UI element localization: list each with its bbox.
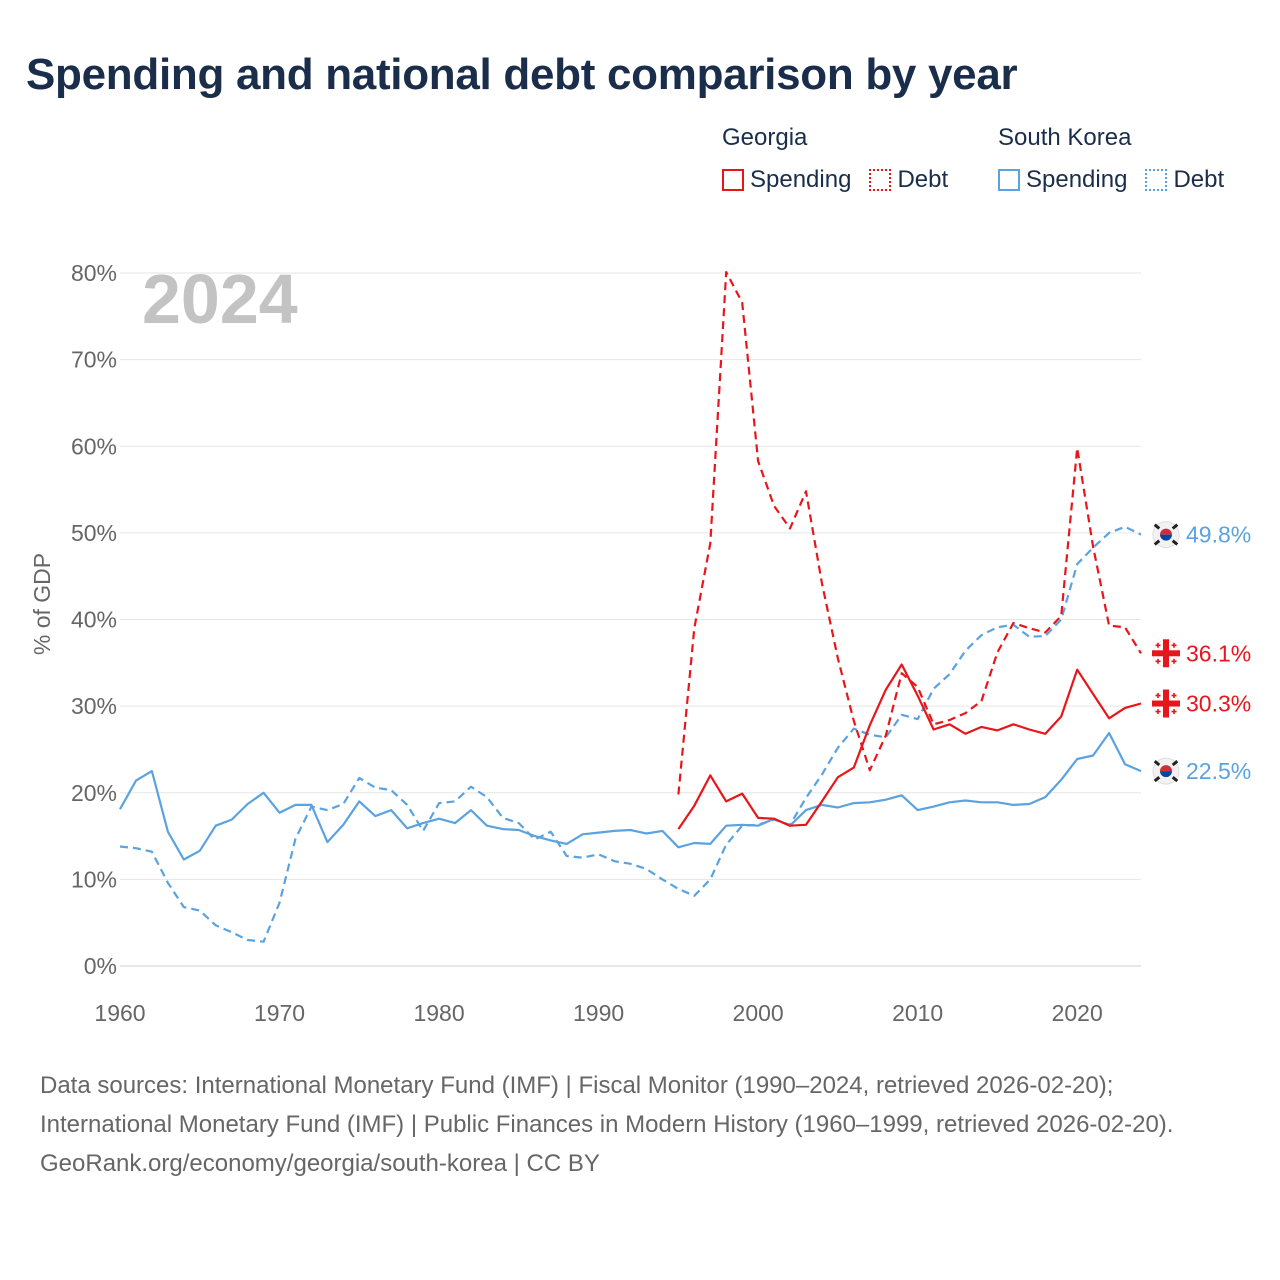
flag-south-korea-trigram [1153,523,1161,530]
flag-south-korea-trigram [1153,760,1161,767]
y-tick-label: 70% [71,347,117,373]
flag-georgia-small-cross [1173,693,1175,699]
y-tick-label: 40% [71,607,117,633]
chart-title: Spending and national debt comparison by… [26,50,1018,99]
end-value-label: 22.5% [1186,758,1251,784]
y-tick-label: 60% [71,433,117,459]
series-line-south-korea-debt [119,525,1142,943]
x-tick-label: 2020 [1052,1000,1103,1026]
flag-south-korea-trigram [1171,760,1179,767]
flag-georgia-small-cross [1173,642,1175,648]
x-tick-label: 2000 [733,1000,784,1026]
legend-swatch-south-korea-spending [998,169,1020,191]
legend-georgia: Georgia Spending Debt [722,124,966,194]
flag-georgia-small-cross [1157,693,1159,699]
legend-georgia-title: Georgia [722,124,808,151]
end-marker-south-korea-spending: 22.5% [1152,757,1251,785]
series-line-south-korea-spending [119,731,1142,861]
flag-georgia-small-cross [1157,709,1159,715]
y-tick-label: 30% [71,693,117,719]
end-labels: 30.3% 36.1% 22.5% 49.8% [1152,521,1251,785]
flag-south-korea-taeguk-top [1160,765,1172,772]
flag-georgia-small-cross [1157,642,1159,648]
line-chart: 0%10%20%30%40%50%60%70%80% 1960 1970 1980 1… [29,260,1251,1026]
end-marker-south-korea-debt: 49.8% [1152,521,1251,549]
legend-south-korea-title: South Korea [998,124,1132,151]
flag-south-korea-trigram [1171,523,1179,530]
y-tick-label: 80% [71,260,117,286]
x-tick-label: 2010 [892,1000,943,1026]
legend-south-korea: South Korea Spending Debt [998,124,1224,194]
y-tick-label: 0% [84,953,117,979]
flag-south-korea-trigram [1153,539,1161,546]
flag-south-korea-taeguk-bottom [1160,534,1172,541]
flag-georgia-small-cross [1173,709,1175,715]
legend-label: Spending [750,166,852,193]
flag-georgia-small-cross [1157,658,1159,664]
flag-south-korea-trigram [1171,776,1179,783]
flag-south-korea-trigram [1153,776,1161,783]
y-tick-labels: 0% 10% 20% 30% 40% 50% 60% 70% 80% [71,260,117,979]
end-marker-georgia-spending: 30.3% [1152,689,1251,718]
legend-south-korea-debt[interactable]: Debt [1145,166,1224,194]
y-tick-label: 10% [71,866,117,892]
grid-lines [120,272,1141,967]
y-axis-label: % of GDP [29,553,55,655]
series-lines [119,271,1142,943]
credit-line: GeoRank.org/economy/georgia/south-korea … [40,1150,600,1177]
series-line-georgia-spending [677,663,1142,830]
x-tick-label: 1980 [413,1000,464,1026]
legend-label: Spending [1026,166,1128,193]
legend-georgia-debt[interactable]: Debt [869,166,948,194]
flag-georgia-cross-h [1152,650,1180,657]
legend-georgia-spending[interactable]: Spending [722,166,851,194]
x-tick-label: 1990 [573,1000,624,1026]
legend-label: Debt [897,166,949,193]
data-sources: Data sources: International Monetary Fun… [40,1072,1174,1138]
legend-south-korea-spending[interactable]: Spending [998,166,1127,194]
x-tick-labels: 1960 1970 1980 1990 2000 2010 2020 [94,1000,1102,1026]
x-tick-label: 1970 [254,1000,305,1026]
legend-swatch-georgia-debt [869,169,892,191]
y-tick-label: 20% [71,780,117,806]
end-marker-georgia-debt: 36.1% [1152,639,1251,668]
x-tick-label: 1960 [94,1000,145,1026]
flag-south-korea-taeguk-top [1160,528,1172,535]
end-value-label: 36.1% [1186,640,1251,666]
legend-swatch-south-korea-debt [1145,169,1168,191]
flag-south-korea-trigram [1171,539,1179,546]
end-value-label: 49.8% [1186,522,1251,548]
end-value-label: 30.3% [1186,691,1251,717]
legend-label: Debt [1173,166,1225,193]
flag-south-korea-taeguk-bottom [1160,771,1172,778]
legend-swatch-georgia-spending [722,169,744,191]
footer: Data sources: International Monetary Fun… [40,1066,1240,1183]
y-tick-label: 50% [71,520,117,546]
flag-georgia-small-cross [1173,658,1175,664]
year-badge: 2024 [142,260,298,338]
series-line-georgia-debt [677,271,1142,795]
flag-georgia-cross-h [1152,700,1180,707]
